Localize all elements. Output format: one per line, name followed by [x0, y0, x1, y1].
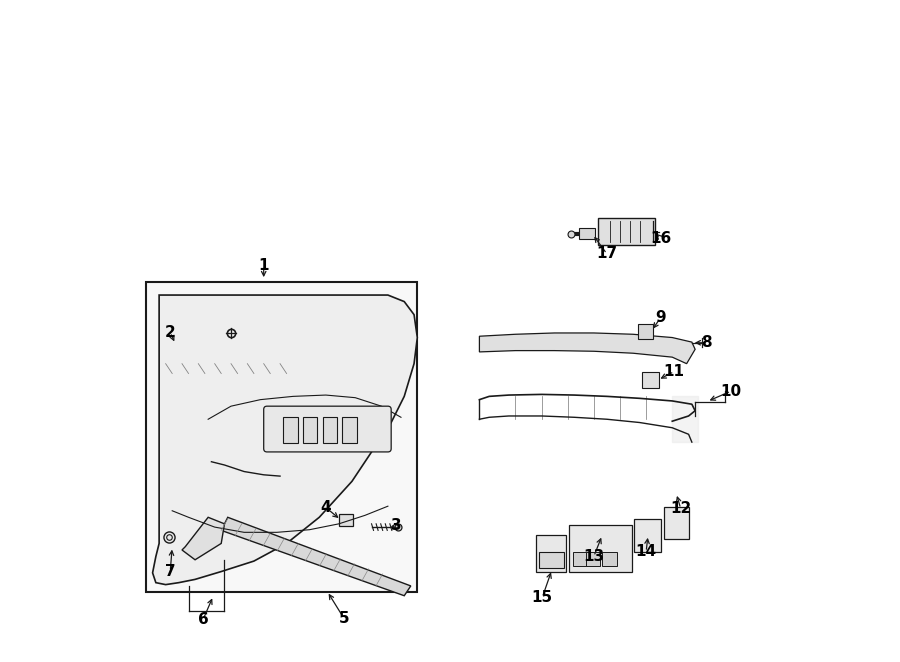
Text: 12: 12	[670, 501, 691, 516]
FancyBboxPatch shape	[539, 552, 563, 567]
FancyBboxPatch shape	[598, 218, 654, 245]
Text: 7: 7	[165, 564, 176, 579]
FancyBboxPatch shape	[569, 525, 632, 571]
Text: 17: 17	[597, 246, 617, 261]
Text: 3: 3	[392, 518, 401, 534]
FancyBboxPatch shape	[573, 552, 588, 566]
Text: 1: 1	[258, 258, 269, 273]
Polygon shape	[182, 517, 224, 560]
Bar	[342, 417, 356, 444]
Polygon shape	[153, 295, 418, 585]
Text: 9: 9	[655, 310, 666, 326]
Text: 16: 16	[650, 230, 671, 246]
Text: 15: 15	[532, 591, 553, 605]
Text: 11: 11	[663, 364, 685, 379]
Text: 6: 6	[197, 612, 208, 628]
FancyBboxPatch shape	[586, 552, 600, 566]
Bar	[303, 417, 318, 444]
Text: 8: 8	[702, 335, 712, 350]
Polygon shape	[221, 517, 410, 596]
FancyBboxPatch shape	[634, 518, 662, 552]
FancyBboxPatch shape	[264, 406, 392, 452]
FancyBboxPatch shape	[638, 324, 652, 339]
Bar	[284, 417, 298, 444]
Text: 14: 14	[635, 544, 657, 559]
FancyBboxPatch shape	[602, 552, 616, 566]
Bar	[322, 417, 337, 444]
Text: 5: 5	[338, 611, 349, 626]
Text: 13: 13	[583, 549, 605, 564]
Text: 4: 4	[320, 500, 331, 515]
FancyBboxPatch shape	[339, 514, 354, 526]
FancyBboxPatch shape	[663, 508, 688, 539]
Polygon shape	[480, 333, 695, 363]
FancyBboxPatch shape	[146, 282, 418, 592]
Text: 2: 2	[165, 325, 176, 340]
FancyBboxPatch shape	[536, 535, 566, 571]
Text: 10: 10	[721, 384, 742, 399]
FancyBboxPatch shape	[642, 372, 659, 388]
FancyBboxPatch shape	[580, 228, 595, 239]
